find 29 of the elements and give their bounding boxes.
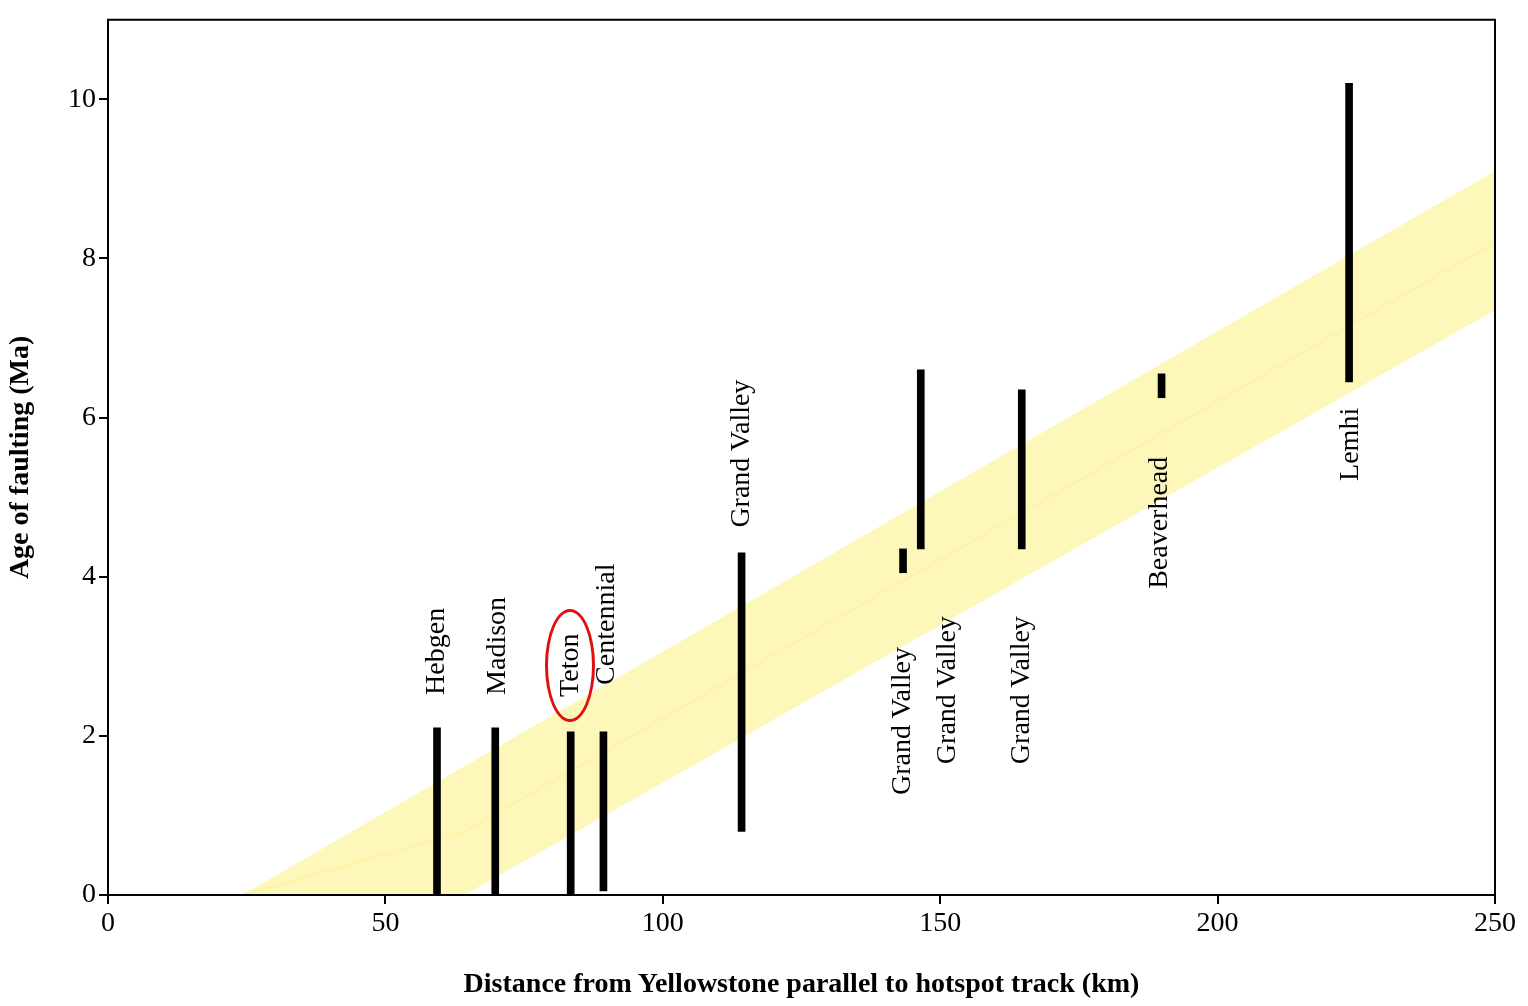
- bar: [899, 548, 907, 574]
- x-tick-label: 250: [1474, 906, 1516, 938]
- data-label: Grand Valley: [930, 616, 962, 765]
- y-axis-title: Age of faulting (Ma): [3, 335, 35, 580]
- data-label: Grand Valley: [1004, 616, 1036, 765]
- x-axis-title: Distance from Yellowstone parallel to hotspot track (km): [463, 967, 1140, 999]
- x-tick-label: 150: [919, 906, 962, 938]
- data-label: Teton: [553, 633, 585, 697]
- y-tick-label: 8: [82, 240, 96, 272]
- y-tick-label: 2: [82, 718, 96, 750]
- y-tick-label: 0: [82, 877, 96, 909]
- data-label: Lemhi: [1333, 407, 1365, 481]
- x-tick-label: 50: [371, 906, 400, 938]
- data-label: Hebgen: [419, 607, 451, 695]
- x-tick-label: 200: [1196, 906, 1239, 938]
- data-label: Grand Valley: [885, 647, 917, 796]
- y-tick-label: 6: [82, 399, 96, 431]
- data-label: Beaverhead: [1141, 456, 1173, 589]
- data-label: Grand Valley: [723, 379, 755, 528]
- bar: [737, 552, 746, 832]
- bar: [1017, 389, 1026, 550]
- data-label: Centennial: [588, 563, 620, 685]
- bar: [916, 369, 925, 550]
- y-tick-label: 4: [82, 559, 96, 591]
- y-tick-label: 10: [68, 81, 96, 113]
- x-tick-label: 100: [641, 906, 684, 938]
- bar: [599, 731, 608, 892]
- bar: [1345, 83, 1353, 383]
- data-label: Madison: [479, 596, 511, 695]
